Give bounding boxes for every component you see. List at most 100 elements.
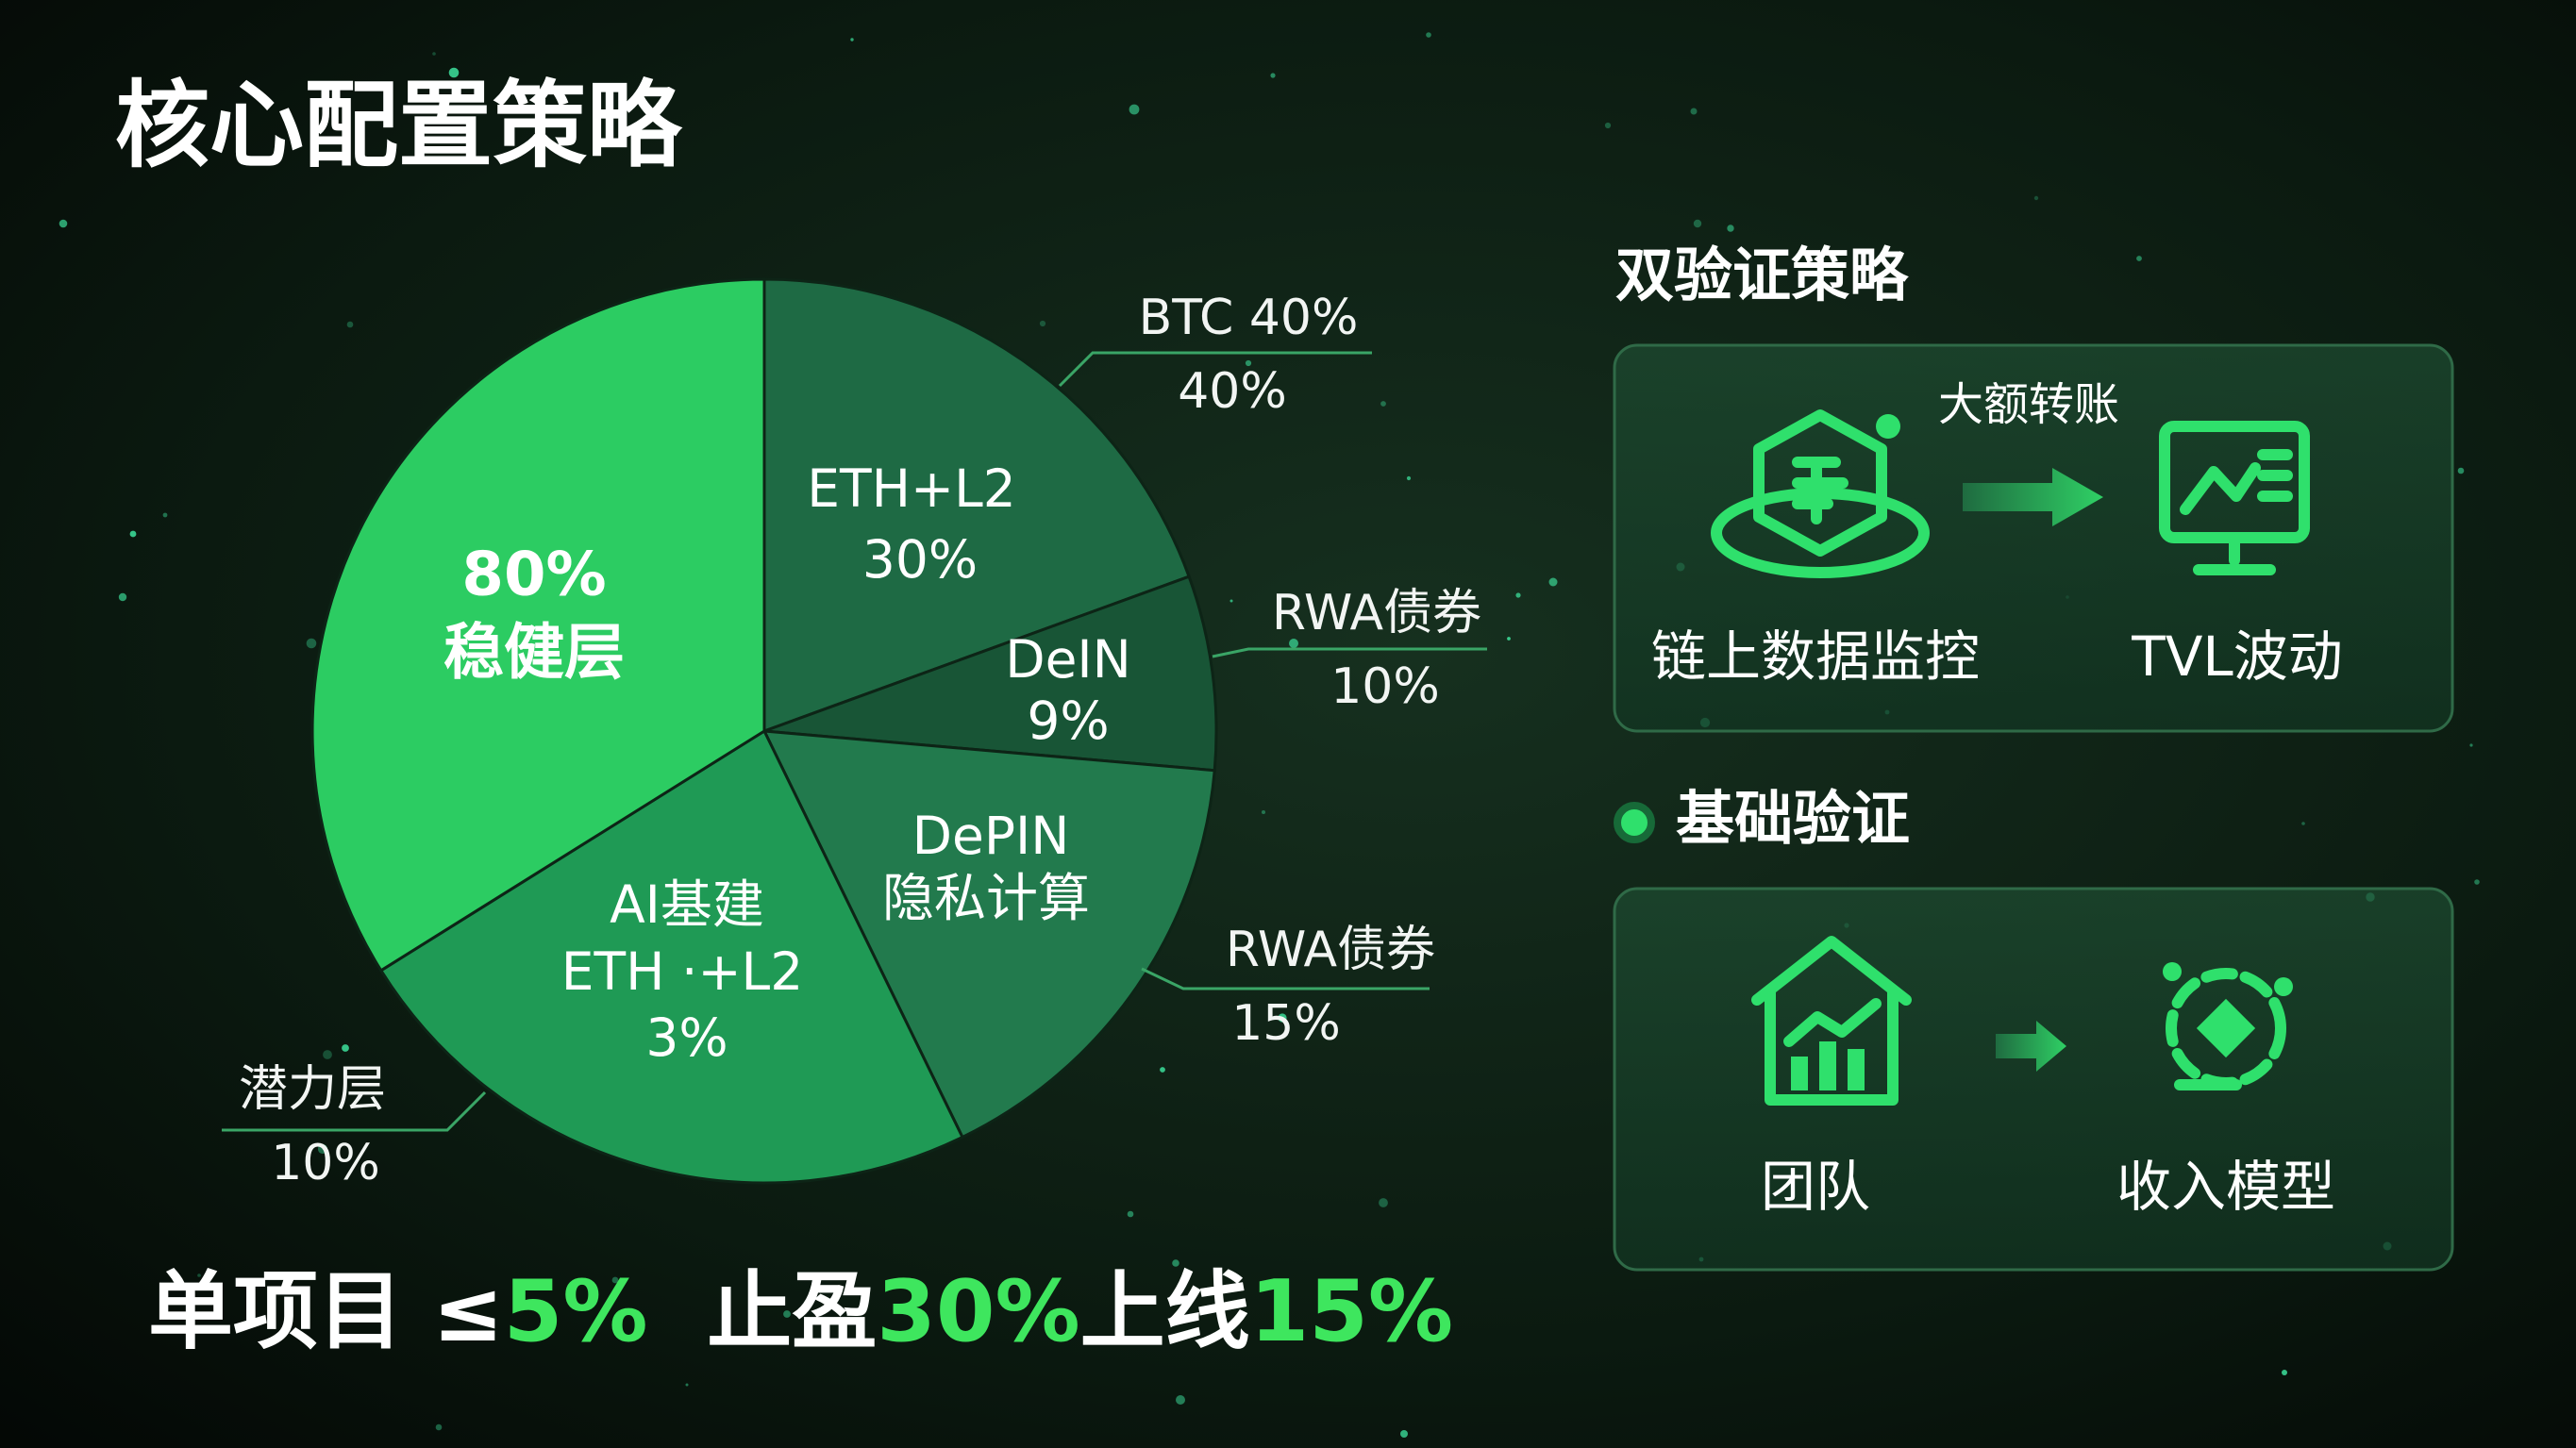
pie-wedge	[761, 729, 1216, 1140]
sparkle	[685, 1383, 689, 1387]
sparkle	[1548, 577, 1558, 587]
slice-label: 9%	[1027, 691, 1109, 751]
sparkle	[346, 321, 354, 328]
slice-label: ETH+L2	[807, 458, 1015, 519]
sparkle	[323, 1050, 332, 1059]
leader-line	[1141, 967, 1430, 990]
sparkle	[448, 67, 460, 78]
sparkle	[1400, 1430, 1408, 1438]
sparkle	[1160, 1067, 1165, 1073]
sparkle	[59, 219, 68, 228]
sparkle	[1426, 32, 1431, 38]
sparkle	[1039, 320, 1046, 327]
sparkle	[1727, 225, 1734, 232]
sparkle	[1693, 219, 1702, 228]
sparkle	[1127, 1210, 1134, 1218]
sparkle	[317, 1143, 328, 1155]
sparkle	[129, 530, 137, 538]
slice-label: 80%	[461, 541, 606, 610]
sparkle	[2457, 467, 2465, 474]
monitor-icon	[2159, 421, 2310, 575]
sparkle	[1507, 637, 1511, 641]
sparkle	[1270, 73, 1276, 78]
sparkle	[1359, 608, 1363, 612]
highlight-text: 5%	[504, 1262, 648, 1361]
sparkle	[2136, 256, 2142, 261]
sparkle	[783, 1310, 791, 1318]
sparkle	[118, 592, 127, 602]
sparkle	[1380, 401, 1386, 407]
sparkle	[435, 1423, 443, 1431]
sparkle	[1172, 1259, 1179, 1267]
leader-line	[222, 1090, 487, 1132]
pie-wedge	[762, 277, 1192, 734]
sparkle	[1229, 599, 1233, 603]
sparkle	[2282, 1370, 2287, 1375]
check-item: 链上数据监控	[1651, 624, 1980, 689]
highlight-text: 15%	[1250, 1262, 1453, 1361]
sparkle	[432, 52, 436, 56]
leader-line	[1212, 647, 1487, 658]
panel	[1613, 887, 2454, 1272]
sparkle	[2033, 195, 2039, 201]
check-item: 团队	[1761, 1155, 1870, 1219]
slice-label: 3%	[645, 1007, 728, 1068]
sparkle	[1289, 639, 1298, 648]
slice-label: AI基建	[610, 874, 764, 935]
slice-label: 稳健层	[443, 619, 625, 689]
highlight-text: 30%	[877, 1262, 1079, 1361]
sparkle	[1176, 1395, 1185, 1405]
pie-wedge	[763, 574, 1218, 773]
section-title: 双验证策略	[1615, 241, 1909, 309]
section-title: 基础验证	[1676, 784, 1910, 853]
callout-value: 10%	[1330, 658, 1440, 715]
slice-label: DePIN	[912, 806, 1070, 866]
sparkle	[1278, 1013, 1287, 1023]
sparkle	[2474, 879, 2480, 885]
footer-text: 单项目 ≤	[148, 1262, 504, 1361]
slice-label: 隐私计算	[882, 868, 1090, 928]
slice-label: ETH ·+L2	[561, 941, 803, 1002]
sparkle	[2469, 743, 2473, 747]
sparkle	[1690, 108, 1698, 115]
pie-wedge	[378, 728, 965, 1185]
slide-title: 核心配置策略	[115, 70, 683, 180]
chain-icon	[1711, 409, 1930, 578]
callout-value: 10%	[271, 1135, 380, 1191]
slice-label: DeIN	[1005, 629, 1131, 690]
check-item: TVL波动	[2131, 624, 2342, 689]
sparkle	[850, 38, 854, 42]
footer-rule: 单项目 ≤5% 止盈30%上线15%	[148, 1262, 1453, 1361]
sparkle	[342, 1044, 349, 1052]
arrow	[1996, 1021, 2066, 1072]
sparkle	[1129, 104, 1140, 115]
house-icon	[1751, 936, 1912, 1106]
leader-line	[1058, 351, 1372, 388]
bullet	[1614, 802, 1655, 843]
callout-label: 潜力层	[239, 1061, 386, 1118]
footer-text: 止盈	[648, 1262, 878, 1361]
arrow	[1963, 468, 2103, 526]
callout-value: 40%	[1178, 363, 1287, 420]
callout-label: BTC 40%	[1139, 290, 1359, 346]
sparkle	[162, 512, 168, 518]
sparkle	[306, 638, 317, 649]
check-item: 收入模型	[2116, 1155, 2335, 1219]
slice-label: 30%	[862, 529, 978, 590]
callout-value: 15%	[1231, 995, 1341, 1052]
panel	[1613, 343, 2454, 733]
sparkle	[1406, 475, 1412, 481]
sparkle	[611, 1276, 619, 1284]
sparkle	[2301, 822, 2305, 825]
sparkle	[1262, 810, 1265, 814]
sparkle	[1379, 1198, 1388, 1207]
footer-text: 上线	[1080, 1262, 1250, 1361]
callout-label: RWA债券	[1226, 922, 1435, 978]
sparkle	[197, 1273, 201, 1277]
sparkle	[1604, 122, 1612, 129]
sparkle	[1245, 359, 1252, 367]
trigger-label: 大额转账	[1938, 378, 2119, 431]
